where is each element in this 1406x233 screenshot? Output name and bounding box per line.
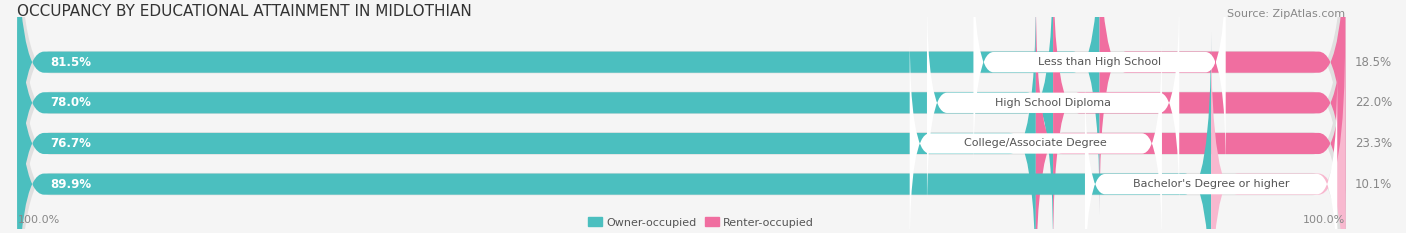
Legend: Owner-occupied, Renter-occupied: Owner-occupied, Renter-occupied [589, 217, 814, 227]
Text: 100.0%: 100.0% [17, 215, 59, 225]
FancyBboxPatch shape [17, 0, 1053, 233]
Text: OCCUPANCY BY EDUCATIONAL ATTAINMENT IN MIDLOTHIAN: OCCUPANCY BY EDUCATIONAL ATTAINMENT IN M… [17, 4, 472, 20]
Text: 22.0%: 22.0% [1355, 96, 1392, 109]
FancyBboxPatch shape [927, 0, 1180, 215]
FancyBboxPatch shape [1211, 32, 1346, 233]
Text: Source: ZipAtlas.com: Source: ZipAtlas.com [1227, 10, 1346, 20]
Text: 23.3%: 23.3% [1355, 137, 1392, 150]
Text: 18.5%: 18.5% [1355, 56, 1392, 69]
FancyBboxPatch shape [1053, 0, 1346, 233]
Text: College/Associate Degree: College/Associate Degree [965, 138, 1107, 148]
FancyBboxPatch shape [17, 0, 1346, 233]
Text: 81.5%: 81.5% [51, 56, 91, 69]
Text: 76.7%: 76.7% [51, 137, 91, 150]
FancyBboxPatch shape [17, 32, 1211, 233]
Text: 78.0%: 78.0% [51, 96, 91, 109]
FancyBboxPatch shape [1099, 0, 1346, 214]
Text: 89.9%: 89.9% [51, 178, 91, 191]
Text: 100.0%: 100.0% [1303, 215, 1346, 225]
FancyBboxPatch shape [973, 0, 1226, 174]
Text: 10.1%: 10.1% [1355, 178, 1392, 191]
FancyBboxPatch shape [17, 0, 1346, 233]
FancyBboxPatch shape [1036, 0, 1346, 233]
FancyBboxPatch shape [17, 0, 1036, 233]
FancyBboxPatch shape [17, 0, 1099, 214]
Text: High School Diploma: High School Diploma [995, 98, 1111, 108]
Text: Bachelor's Degree or higher: Bachelor's Degree or higher [1133, 179, 1289, 189]
FancyBboxPatch shape [17, 0, 1346, 233]
Text: Less than High School: Less than High School [1038, 57, 1161, 67]
FancyBboxPatch shape [17, 0, 1346, 233]
FancyBboxPatch shape [910, 32, 1161, 233]
FancyBboxPatch shape [1085, 72, 1337, 233]
